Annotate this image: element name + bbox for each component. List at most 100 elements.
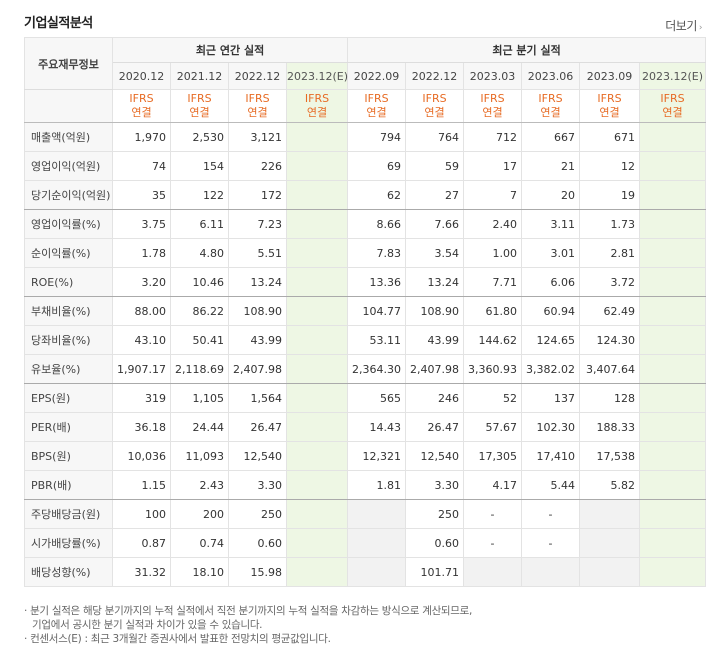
- value-cell: 3.30: [228, 470, 287, 500]
- value-cell: [579, 499, 641, 529]
- table-row: 배당성향(%) 31.32 18.10 15.98 101.71: [24, 557, 707, 587]
- table-row: 순이익률(%) 1.78 4.80 5.51 7.83 3.54 1.00 3.01 2.81: [24, 238, 707, 268]
- row-label: 시가배당률(%): [24, 528, 113, 558]
- value-cell: 74: [112, 151, 171, 181]
- row-label: 당좌비율(%): [24, 325, 113, 355]
- value-cell: 3.11: [521, 209, 581, 239]
- note-line: · 분기 실적은 해당 분기까지의 누적 실적에서 직전 분기까지의 누적 실적…: [24, 605, 473, 617]
- value-cell: 1,564: [228, 383, 287, 413]
- value-cell: 0.60: [405, 528, 465, 558]
- row-label: 당기순이익(억원): [24, 180, 113, 210]
- table-row: 영업이익(억원) 74 154 226 69 59 17 21 12: [24, 151, 707, 181]
- basis-cell: IFRS 연결: [347, 89, 407, 123]
- table-row: ROE(%) 3.20 10.46 13.24 13.36 13.24 7.71 6.06 3.…: [24, 267, 707, 297]
- value-cell: 20: [521, 180, 581, 210]
- basis-ifrs: IFRS: [660, 92, 685, 105]
- value-cell: 122: [170, 180, 229, 210]
- value-cell: 3.01: [521, 238, 581, 268]
- value-cell: [285, 412, 349, 442]
- row-label: 배당성향(%): [24, 557, 113, 587]
- value-cell: 10,036: [112, 441, 171, 471]
- value-cell: 2.40: [463, 209, 523, 239]
- basis-consolidated: 연결: [482, 106, 503, 119]
- basis-cell: IFRS 연결: [579, 89, 641, 123]
- value-cell: 128: [579, 383, 641, 413]
- value-cell: 4.17: [463, 470, 523, 500]
- row-label: 부채비율(%): [24, 296, 113, 326]
- value-cell: 18.10: [170, 557, 229, 587]
- period-header: 2022.12: [228, 62, 287, 90]
- table-row: 주당배당금(원) 100 200 250 250- -: [24, 499, 707, 529]
- value-cell: [639, 238, 707, 268]
- value-cell: 24.44: [170, 412, 229, 442]
- basis-cell: IFRS 연결: [170, 89, 229, 123]
- value-cell: 59: [405, 151, 465, 181]
- value-cell: 6.11: [170, 209, 229, 239]
- more-link[interactable]: 더보기 ›: [665, 17, 702, 34]
- value-cell: [639, 383, 707, 413]
- value-cell: 104.77: [347, 296, 407, 326]
- value-cell: 1.00: [463, 238, 523, 268]
- value-cell: 764: [405, 122, 465, 152]
- basis-ifrs: IFRS: [129, 92, 154, 105]
- value-cell: [285, 557, 349, 587]
- value-cell: 86.22: [170, 296, 229, 326]
- basis-cell: IFRS 연결: [228, 89, 287, 123]
- value-cell: 108.90: [405, 296, 465, 326]
- value-cell: [639, 557, 707, 587]
- value-cell: [639, 499, 707, 529]
- row-label: 영업이익률(%): [24, 209, 113, 239]
- value-cell: 3.20: [112, 267, 171, 297]
- table-row: EPS(원) 319 1,105 1,564 565 246 52 137 128: [24, 383, 707, 413]
- value-cell: 3.30: [405, 470, 465, 500]
- value-cell: 188.33: [579, 412, 641, 442]
- value-cell: 2,530: [170, 122, 229, 152]
- value-cell: [639, 296, 707, 326]
- basis-consolidated: 연결: [424, 106, 445, 119]
- value-cell: 12,540: [405, 441, 465, 471]
- period-header: 2022.09: [347, 62, 407, 90]
- value-cell: 3,407.64: [579, 354, 641, 384]
- value-cell: 7.23: [228, 209, 287, 239]
- value-cell: [285, 151, 349, 181]
- value-cell: 667: [521, 122, 581, 152]
- row-label: BPS(원): [24, 441, 113, 471]
- value-cell: 17: [463, 151, 523, 181]
- basis-consolidated: 연결: [540, 106, 561, 119]
- value-cell: 200: [170, 499, 229, 529]
- value-cell: 3,360.93: [463, 354, 523, 384]
- table-row: 부채비율(%) 88.00 86.22 108.90 104.77 108.90 61.80…: [24, 296, 707, 326]
- value-cell: 124.30: [579, 325, 641, 355]
- value-cell: [285, 238, 349, 268]
- basis-ifrs: IFRS: [245, 92, 270, 105]
- note-line: 기업에서 공시한 분기 실적과 차이가 있을 수 있습니다.: [32, 619, 263, 631]
- value-cell: 319: [112, 383, 171, 413]
- table-row: 당좌비율(%) 43.10 50.41 43.99 53.11 43.99 144.62 12…: [24, 325, 707, 355]
- value-cell: 12,321: [347, 441, 407, 471]
- basis-consolidated: 연결: [131, 106, 152, 119]
- basis-consolidated: 연결: [306, 106, 328, 119]
- value-cell: [639, 180, 707, 210]
- basis-consolidated: 연결: [599, 106, 620, 119]
- basis-cell: IFRS 연결: [112, 89, 171, 123]
- value-cell: 88.00: [112, 296, 171, 326]
- value-cell: 2.81: [579, 238, 641, 268]
- value-cell: 246: [405, 383, 465, 413]
- value-cell: 6.06: [521, 267, 581, 297]
- value-cell: [639, 267, 707, 297]
- value-cell: 69: [347, 151, 407, 181]
- value-cell: 1.78: [112, 238, 171, 268]
- value-cell: 10.46: [170, 267, 229, 297]
- value-cell: 26.47: [405, 412, 465, 442]
- value-cell: 15.98: [228, 557, 287, 587]
- value-cell: 43.99: [405, 325, 465, 355]
- value-cell: [639, 151, 707, 181]
- basis-consolidated: 연결: [247, 106, 268, 119]
- basis-ifrs: IFRS: [187, 92, 212, 105]
- value-cell: [347, 557, 407, 587]
- value-cell: -: [521, 499, 581, 529]
- table-row: BPS(원) 10,036 11,093 12,540 12,321 12,540 17,3…: [24, 441, 707, 471]
- value-cell: -: [463, 499, 523, 529]
- value-cell: 7.71: [463, 267, 523, 297]
- value-cell: [285, 180, 349, 210]
